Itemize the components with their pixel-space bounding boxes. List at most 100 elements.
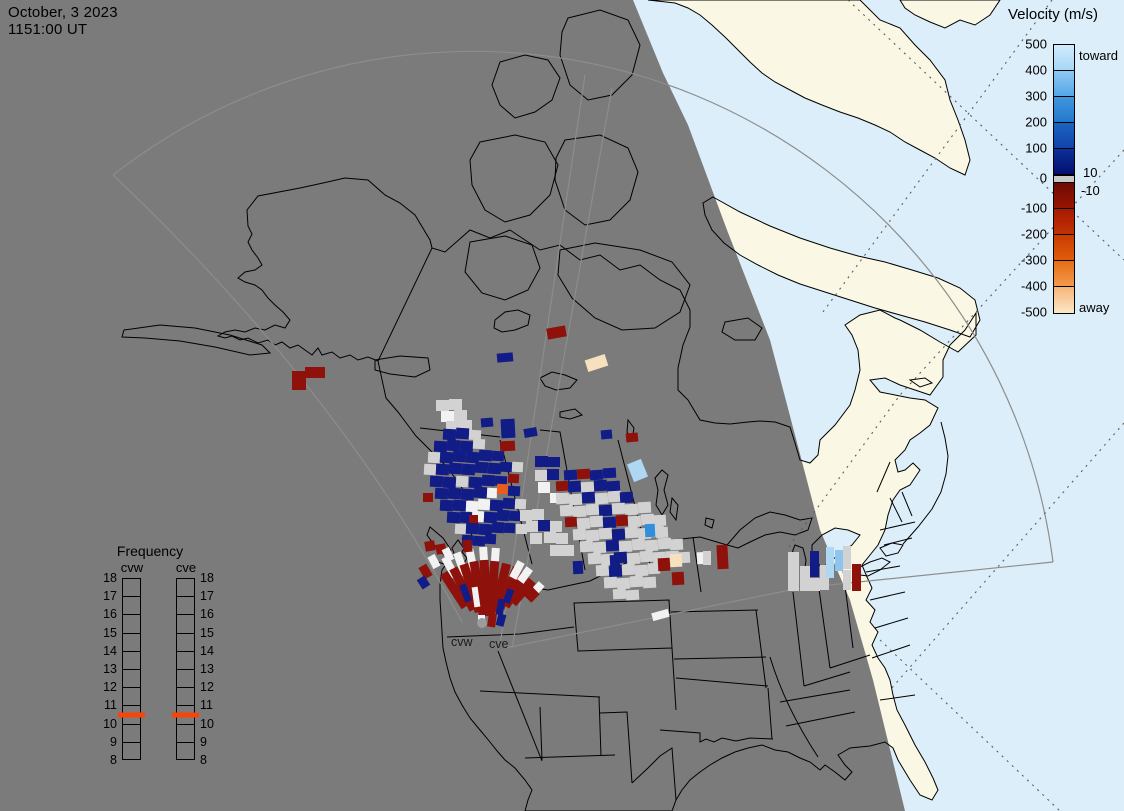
velocity-cell [439,570,470,610]
velocity-cell [843,546,851,569]
velocity-cell [810,578,820,591]
frequency-bar-segment [177,670,194,689]
velocity-cell [624,503,639,516]
velocity-cell [563,469,578,481]
frequency-tick-label: 13 [103,662,117,676]
velocity-cell [627,515,642,528]
velocity-cell [629,575,644,588]
frequency-bar-segment [177,743,194,761]
velocity-cell [446,439,461,452]
velocity-cell [555,480,569,492]
velocity-cell [532,509,544,520]
velocity-cell [556,533,568,544]
frequency-tick-label: 16 [103,607,117,622]
velocity-cell [491,521,505,534]
velocity-cell [452,499,467,512]
velocity-cell [452,450,467,463]
velocity-cell [516,524,527,534]
velocity-cell [589,469,604,481]
timestamp: October, 3 2023 1151:00 UT [8,4,118,38]
velocity-cell [446,421,459,432]
velocity-cell [644,523,656,538]
frequency-bar-segment [177,725,194,743]
velocity-cell [605,539,620,552]
rio-grande [631,747,677,801]
velocity-cell [616,577,631,590]
velocity-cell [618,540,633,553]
frequency-bar-segment [123,725,140,743]
velocity-cell [502,497,516,510]
fov-range-arc [112,50,1054,563]
frequency-tick-label: 13 [200,662,214,676]
frequency-tick-label: 14 [103,643,117,658]
velocity-cell [459,440,474,453]
velocity-cell [579,540,594,553]
velocity-cell [424,540,436,552]
velocity-tick-label: 300 [1025,88,1047,104]
frequency-tick-label: 8 [110,753,117,767]
velocity-cell [461,463,476,476]
velocity-cell [433,440,448,453]
colorbar-segment [1054,97,1074,123]
velocity-cell [607,490,622,503]
velocity-cell [472,535,486,547]
velocity-cell [621,563,636,576]
velocity-cells-layer [292,325,861,628]
velocity-cell [619,491,634,504]
velocity-cell [499,440,516,452]
velocity-cell [624,526,639,539]
velocity-cell [460,488,475,501]
velocity-cell [442,476,457,489]
velocity-cell [644,539,659,552]
velocity-cell [468,429,482,441]
velocity-cell [538,520,550,531]
mississippi-river [769,656,819,758]
velocity-cell [637,501,652,514]
zero-threshold-band [1054,175,1074,183]
frequency-bar-segment [177,579,194,598]
frequency-tick-label: 8 [200,753,207,767]
velocity-cell [442,428,457,441]
velocity-cell [491,450,505,462]
frequency-bar-segment [177,652,194,670]
velocity-cell [507,485,521,497]
frequency-bar-segment [177,706,194,725]
velocity-cell [657,537,672,550]
velocity-cell [530,533,542,544]
velocity-cell [524,587,540,603]
frequency-bar-segment [123,634,140,652]
frequency-legend: Frequency cvw cve 18 17 16 15 14 13 12 11 10 9 8 1… [85,543,225,773]
velocity-cell [292,371,306,390]
velocity-cell [478,523,493,536]
velocity-cell [555,492,570,505]
frequency-bar-segment [123,597,140,616]
velocity-cell [508,510,522,522]
frequency-bar-segment [123,706,140,725]
velocity-cell [502,588,515,604]
velocity-cell [496,483,509,495]
velocity-cell [538,482,550,493]
velocity-cell [609,554,621,570]
velocity-cell [826,547,834,578]
velocity-cell [639,550,654,563]
velocity-cell [423,463,437,476]
frequency-tick-label: 17 [200,589,214,604]
velocity-cell [595,564,610,577]
velocity-cell [544,532,556,543]
frequency-column-cvw: cvw [120,560,144,575]
velocity-cell [435,463,450,476]
timestamp-date: October, 3 2023 [8,4,118,21]
velocity-cell [562,545,574,556]
velocity-cell [441,411,454,422]
colorbar-segment [1054,235,1074,261]
velocity-cell [459,583,472,603]
velocity-cell [477,498,491,511]
velocity-cell [427,553,441,570]
fov-beam-edge [511,87,613,649]
velocity-cell [548,457,560,467]
velocity-cell [514,498,527,510]
velocity-legend-title: Velocity (m/s) [1008,6,1099,23]
velocity-cell [657,557,671,572]
velocity-cell [585,529,600,542]
velocity-cell [487,612,497,628]
